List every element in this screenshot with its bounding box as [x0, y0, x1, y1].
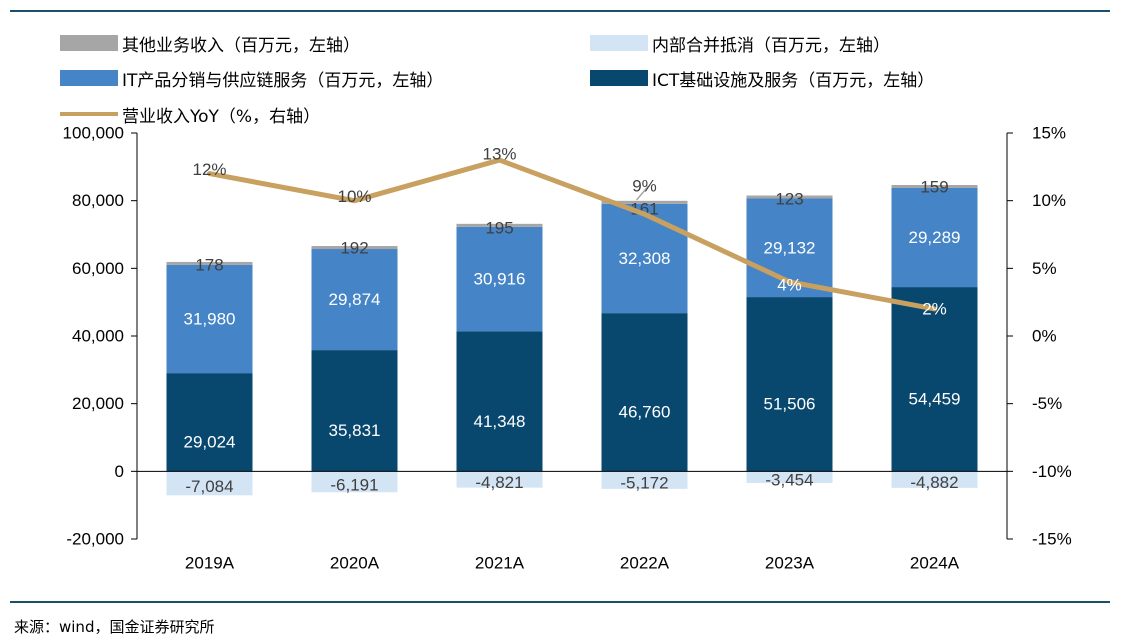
bottom-rule — [10, 601, 1110, 603]
x-tick-label-3: 2022A — [620, 554, 670, 573]
bar-ict-4 — [746, 297, 833, 472]
bar-other-1 — [311, 246, 398, 250]
bar-other-4 — [746, 195, 833, 199]
y-left-tick-label-0: -20,000 — [66, 530, 124, 549]
legend-label-yoy: 营业收入YoY（%，右轴） — [122, 106, 321, 127]
bar-other-3 — [601, 200, 688, 204]
y-left-tick-label-4: 60,000 — [72, 259, 124, 278]
x-tick-label-0: 2019A — [185, 554, 235, 573]
label-it-3: 32,308 — [619, 249, 671, 268]
legend-line-yoy — [60, 112, 118, 116]
y-right-tick-label-0: -15% — [1032, 530, 1072, 549]
label-yoy-3: 9% — [632, 177, 657, 196]
bar-ict-5 — [891, 287, 978, 472]
y-right-tick-label-6: 15% — [1032, 124, 1066, 143]
bar-elim-0 — [166, 471, 253, 496]
legend-swatch-other — [60, 35, 118, 51]
label-yoy-0: 12% — [192, 160, 226, 179]
label-other-4: 123 — [775, 190, 803, 209]
y-left-tick-label-1: 0 — [115, 462, 124, 481]
legend-item-yoy: 营业收入YoY（%，右轴） — [60, 101, 320, 127]
label-ict-5: 54,459 — [909, 390, 961, 409]
bar-ict-1 — [311, 350, 398, 472]
x-tick-label-2: 2021A — [475, 554, 525, 573]
label-elim-1: -6,191 — [330, 475, 378, 494]
top-rule — [10, 10, 1110, 12]
bar-other-5 — [891, 184, 978, 188]
bar-elim-5 — [891, 471, 978, 488]
label-ict-2: 41,348 — [474, 412, 526, 431]
bar-ict-3 — [601, 313, 688, 472]
y-right-tick-label-2: -5% — [1032, 394, 1062, 413]
label-other-5: 159 — [920, 178, 948, 197]
legend-label-it: IT产品分销与供应链服务（百万元，左轴） — [122, 70, 444, 91]
label-other-2: 195 — [485, 219, 513, 238]
label-elim-4: -3,454 — [765, 471, 813, 490]
leader-line-other-3 — [635, 185, 650, 201]
legend-label-elim: 内部合并抵消（百万元，左轴） — [652, 35, 890, 56]
label-it-2: 30,916 — [474, 270, 526, 289]
label-yoy-2: 13% — [482, 145, 516, 164]
legend-item-ict: ICT基础设施及服务（百万元，左轴） — [590, 65, 934, 91]
label-other-0: 178 — [195, 256, 223, 275]
label-other-1: 192 — [340, 239, 368, 258]
bar-ict-2 — [456, 331, 543, 472]
label-ict-0: 29,024 — [184, 433, 236, 452]
legend-swatch-elim — [590, 35, 648, 51]
legend-label-other: 其他业务收入（百万元，左轴） — [122, 35, 360, 56]
y-left-tick-label-6: 100,000 — [63, 124, 124, 143]
legend-swatch-ict — [590, 70, 648, 86]
stacked-bar-line-chart: 29,024 31,980 -7,084 35,831 29,874 -6,191 41,3… — [63, 124, 1072, 573]
label-elim-0: -7,084 — [185, 477, 233, 496]
label-elim-5: -4,882 — [910, 473, 958, 492]
label-yoy-1: 10% — [337, 187, 371, 206]
bar-elim-3 — [601, 471, 688, 489]
label-yoy-5: 2% — [922, 299, 947, 318]
label-ict-3: 46,760 — [619, 403, 671, 422]
y-right-tick-label-3: 0% — [1032, 327, 1057, 346]
legend-item-elim: 内部合并抵消（百万元，左轴） — [590, 30, 890, 56]
bar-it-5 — [891, 187, 978, 288]
bar-it-1 — [311, 249, 398, 351]
bar-elim-2 — [456, 471, 543, 488]
y-right-tick-label-5: 10% — [1032, 191, 1066, 210]
legend-item-other: 其他业务收入（百万元，左轴） — [60, 30, 360, 56]
label-it-5: 29,289 — [909, 228, 961, 247]
label-elim-2: -4,821 — [475, 473, 523, 492]
label-it-4: 29,132 — [764, 238, 816, 257]
bar-elim-4 — [746, 471, 833, 484]
label-yoy-4: 4% — [777, 275, 802, 294]
y-left-tick-label-3: 40,000 — [72, 327, 124, 346]
x-tick-label-5: 2024A — [910, 554, 960, 573]
source-note: 来源：wind，国金证券研究所 — [14, 618, 215, 636]
legend-item-it: IT产品分销与供应链服务（百万元，左轴） — [60, 65, 443, 91]
label-elim-3: -5,172 — [620, 474, 668, 493]
bar-ict-0 — [166, 373, 253, 472]
label-ict-1: 35,831 — [329, 421, 381, 440]
x-tick-label-1: 2020A — [330, 554, 380, 573]
y-right-tick-label-1: -10% — [1032, 462, 1072, 481]
bar-other-0 — [166, 261, 253, 265]
bar-it-0 — [166, 264, 253, 374]
legend-swatch-it — [60, 70, 118, 86]
x-tick-label-4: 2023A — [765, 554, 815, 573]
label-ict-4: 51,506 — [764, 395, 816, 414]
y-left-tick-label-2: 20,000 — [72, 394, 124, 413]
label-it-0: 31,980 — [184, 310, 236, 329]
label-it-1: 29,874 — [329, 290, 381, 309]
bar-it-2 — [456, 226, 543, 332]
bar-elim-1 — [311, 471, 398, 493]
legend-label-ict: ICT基础设施及服务（百万元，左轴） — [652, 70, 935, 91]
bar-other-2 — [456, 223, 543, 227]
yoy-line — [207, 157, 937, 312]
y-left-tick-label-5: 80,000 — [72, 191, 124, 210]
bar-it-3 — [601, 203, 688, 314]
y-right-tick-label-4: 5% — [1032, 259, 1057, 278]
